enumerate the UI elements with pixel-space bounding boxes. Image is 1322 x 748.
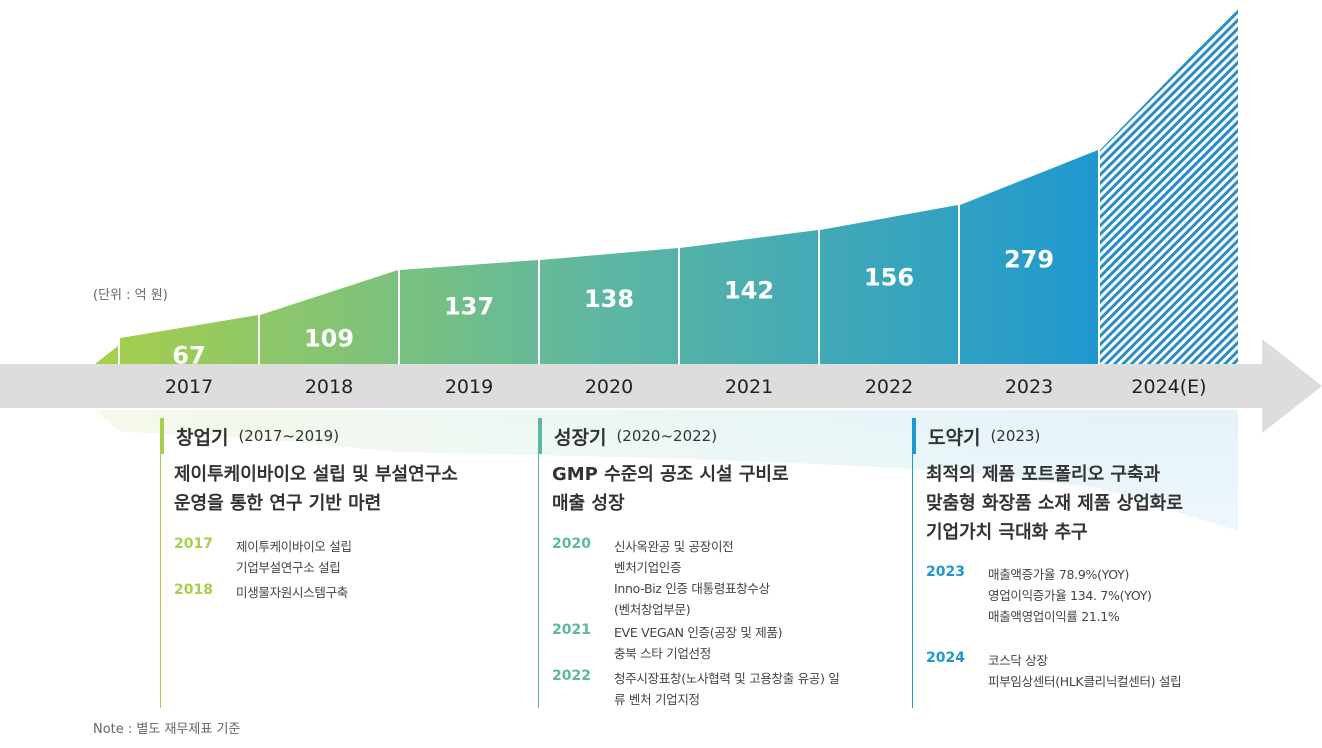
phase-summary: 제이투케이바이오 설립 및 부설연구소 운영을 통한 연구 기반 마련 <box>174 460 534 518</box>
phase-rule <box>538 454 539 708</box>
summary-line: GMP 수준의 공조 시설 구비로 <box>552 464 789 485</box>
bar-value-label: 138 <box>584 285 634 313</box>
reflection-fade <box>0 410 1322 748</box>
phase-period: (2023) <box>990 427 1041 445</box>
phase-period: (2020~2022) <box>616 427 718 445</box>
milestone-text: 신사옥완공 및 공장이전 <box>614 539 734 554</box>
summary-line: 매출 성장 <box>552 493 625 514</box>
summary-line: 운영을 통한 연구 기반 마련 <box>174 493 382 514</box>
bar-value-label: 279 <box>1004 246 1054 274</box>
bar-2021 <box>680 230 818 364</box>
milestone-year: 2020 <box>552 536 591 552</box>
bar-2017 <box>120 315 258 364</box>
phase-name: 창업기 <box>176 426 229 449</box>
milestone-text: 영업이익증가율 134. 7%(YOY) <box>988 588 1152 603</box>
timeline-axis-arrow <box>0 339 1322 433</box>
milestone-text: 제이투케이바이오 설립 <box>236 539 352 554</box>
milestone-text: Inno-Biz 인증 대통령표창수상 <box>614 581 770 596</box>
bar-value-label: 137 <box>444 292 494 320</box>
milestone: 2017 제이투케이바이오 설립 기업부설연구소 설립 <box>174 536 352 578</box>
phase-startup: 창업기 (2017~2019) 제이투케이바이오 설립 및 부설연구소 운영을 … <box>160 418 530 708</box>
bar-2018 <box>260 270 398 364</box>
milestone-text: EVE VEGAN 인증(공장 및 제품) <box>614 625 783 640</box>
milestone-year: 2024 <box>926 650 965 666</box>
phase-growth: 성장기 (2020~2022) GMP 수준의 공조 시설 구비로 매출 성장 … <box>538 418 908 708</box>
area-tip <box>95 346 118 364</box>
year-tick-label: 2019 <box>445 376 493 398</box>
summary-line: 맞춤형 화장품 소재 제품 상업화로 <box>926 493 1183 514</box>
summary-line: 최적의 제품 포트폴리오 구축과 <box>926 464 1161 485</box>
milestone-text: 청주시장표창(노사협력 및 고용창출 유공) 일 <box>614 671 840 686</box>
phase-rule <box>160 454 161 708</box>
milestone-text: 매출액영업이익률 21.1% <box>988 609 1120 624</box>
bar-2022 <box>820 205 958 364</box>
milestone-text: 미생물자원시스템구축 <box>236 585 349 600</box>
milestone-year: 2017 <box>174 536 213 552</box>
milestone-text: 기업부설연구소 설립 <box>236 560 341 575</box>
bar-2020 <box>540 248 678 364</box>
phase-header: 창업기 (2017~2019) <box>160 418 339 454</box>
phase-rule <box>912 454 913 708</box>
phase-header: 도약기 (2023) <box>912 418 1040 454</box>
phase-summary: 최적의 제품 포트폴리오 구축과 맞춤형 화장품 소재 제품 상업화로 기업가치… <box>926 460 1306 547</box>
milestone: 2021 EVE VEGAN 인증(공장 및 제품) 충북 스타 기업선정 <box>552 622 783 664</box>
milestone-year: 2021 <box>552 622 591 638</box>
bar-value-label: 142 <box>724 276 774 304</box>
summary-line: 제이투케이바이오 설립 및 부설연구소 <box>174 464 458 485</box>
summary-line: 기업가치 극대화 추구 <box>926 522 1088 543</box>
milestone-text: 피부임상센터(HLK클리닉컬센터) 설립 <box>988 674 1182 689</box>
phase-name: 성장기 <box>554 426 607 449</box>
milestone: 2018 미생물자원시스템구축 <box>174 582 348 603</box>
unit-note: (단위 : 억 원) <box>93 288 168 303</box>
milestone: 2024 코스닥 상장 피부임상센터(HLK클리닉컬센터) 설립 <box>926 650 1182 692</box>
year-tick-label: 2017 <box>165 376 213 398</box>
year-tick-label: 2020 <box>585 376 633 398</box>
phase-name: 도약기 <box>928 426 981 449</box>
phase-period: (2017~2019) <box>238 427 340 445</box>
year-tick-label: 2024(E) <box>1131 376 1206 398</box>
year-tick-label: 2018 <box>305 376 353 398</box>
bar-value-label: 109 <box>304 325 354 353</box>
phase-leap: 도약기 (2023) 최적의 제품 포트폴리오 구축과 맞춤형 화장품 소재 제… <box>912 418 1302 708</box>
milestone-text: 충북 스타 기업선정 <box>614 646 711 661</box>
year-tick-label: 2021 <box>725 376 773 398</box>
milestone-text: 코스닥 상장 <box>988 653 1048 668</box>
milestone-year: 2018 <box>174 582 213 598</box>
phase-summary: GMP 수준의 공조 시설 구비로 매출 성장 <box>552 460 912 518</box>
bar-estimate-2024(E) <box>1100 8 1238 364</box>
milestone-text: 매출액증가율 78.9%(YOY) <box>988 567 1130 582</box>
phase-header: 성장기 (2020~2022) <box>538 418 717 454</box>
year-tick-label: 2023 <box>1005 376 1053 398</box>
milestone: 2022 청주시장표창(노사협력 및 고용창출 유공) 일 류 벤처 기업지정 <box>552 668 840 710</box>
bar-2023 <box>960 150 1098 364</box>
bar-value-label: 156 <box>864 264 914 292</box>
year-tick-label: 2022 <box>865 376 913 398</box>
milestone: 2023 매출액증가율 78.9%(YOY) 영업이익증가율 134. 7%(Y… <box>926 564 1152 627</box>
milestone: 2020 신사옥완공 및 공장이전 벤처기업인증 Inno-Biz 인증 대통령… <box>552 536 770 620</box>
milestone-text: 벤처기업인증 <box>614 560 682 575</box>
footnote: Note : 별도 재무제표 기준 <box>93 722 241 737</box>
milestone-text: 류 벤처 기업지정 <box>614 692 700 707</box>
milestone-year: 2023 <box>926 564 965 580</box>
milestone-text: (벤처창업부문) <box>614 602 691 617</box>
bar-2019 <box>400 260 538 364</box>
milestone-year: 2022 <box>552 668 591 684</box>
